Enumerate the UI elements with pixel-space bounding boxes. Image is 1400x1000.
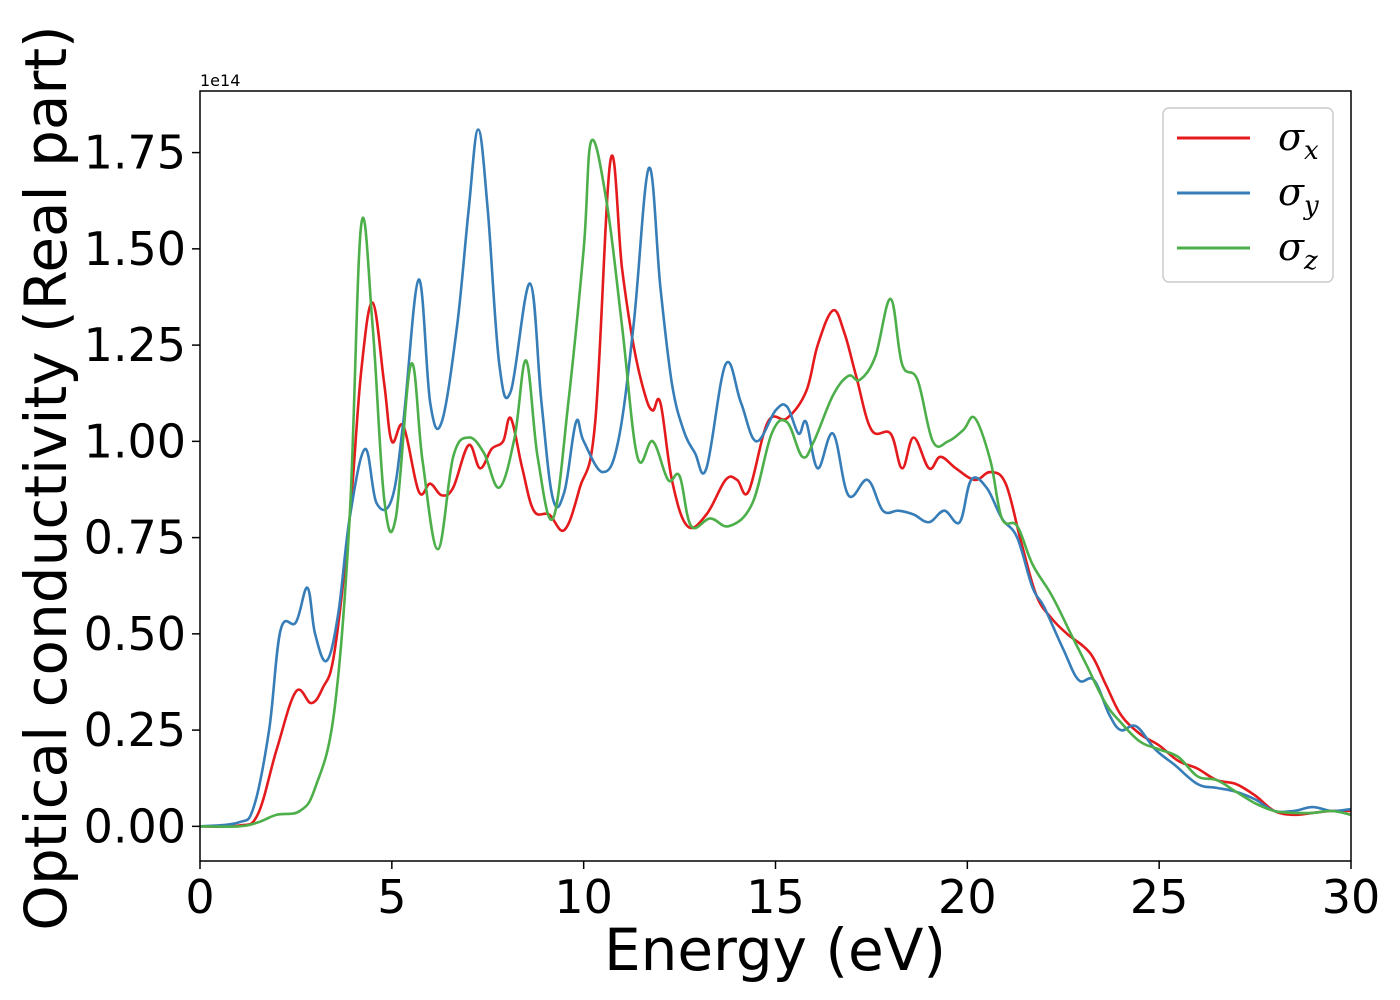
x-tick-label: 20	[938, 870, 997, 924]
y-tick-label: 0.50	[84, 607, 186, 661]
legend-label-x: σx	[1278, 115, 1319, 166]
y-offset-label: 1e14	[200, 71, 240, 90]
y-tick-label: 0.75	[84, 511, 186, 565]
x-tick-label: 30	[1322, 870, 1381, 924]
legend-label-z: σz	[1278, 225, 1318, 276]
x-tick-label: 15	[746, 870, 805, 924]
x-axis-ticks: 0 5 10 15 20 25 30	[185, 861, 1380, 924]
x-tick-label: 5	[377, 870, 406, 924]
x-axis-label: Energy (eV)	[604, 916, 946, 984]
y-tick-label: 1.25	[84, 318, 186, 372]
plot-background	[200, 91, 1351, 861]
y-tick-label: 1.00	[84, 414, 186, 468]
x-tick-label: 10	[554, 870, 613, 924]
x-tick-label: 25	[1130, 870, 1189, 924]
legend-frame	[1162, 107, 1334, 283]
x-tick-label: 0	[185, 870, 214, 924]
series-line-x	[199, 154, 1352, 829]
y-tick-label: 1.50	[84, 222, 186, 276]
series-line-z	[199, 138, 1352, 828]
legend-label-y: σy	[1278, 170, 1319, 221]
y-tick-label: 0.25	[84, 703, 186, 757]
y-tick-label: 0.00	[84, 799, 186, 853]
y-tick-label: 1.75	[84, 126, 186, 180]
y-axis-ticks: 0.00 0.25 0.50 0.75 1.00 1.25 1.50 1.75	[84, 126, 200, 853]
series-layer	[199, 128, 1352, 829]
y-axis-label: Optical conductivity (Real part)	[12, 25, 80, 930]
